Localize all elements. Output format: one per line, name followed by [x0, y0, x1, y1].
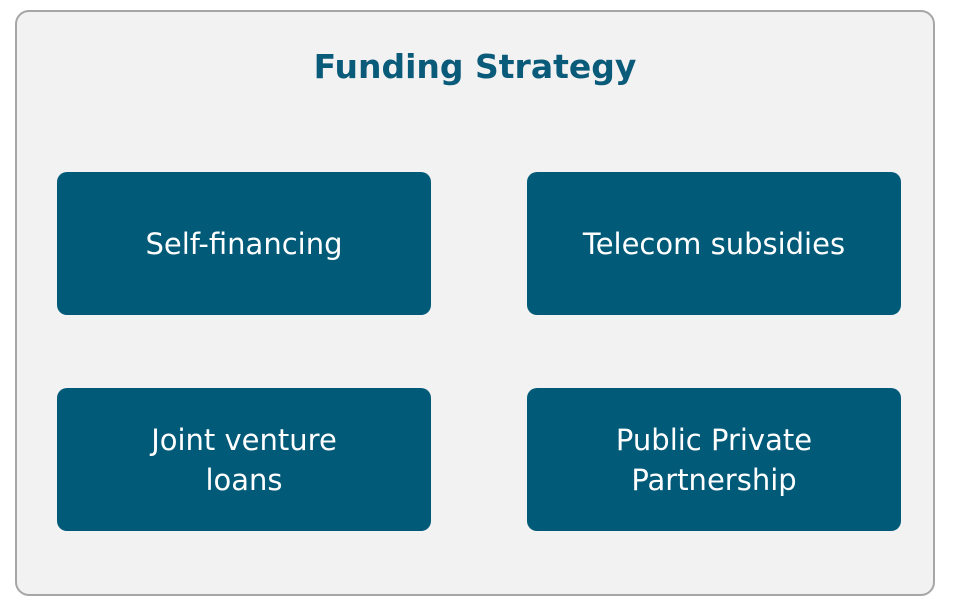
diagram-title: Funding Strategy [313, 47, 637, 86]
strategy-label: Public Private Partnership [615, 422, 813, 497]
strategy-box-self-financing: Self-financing [57, 172, 431, 315]
strategy-label: Self-financing [145, 226, 343, 261]
strategy-box-joint-venture-loans: Joint venture loans [57, 388, 431, 531]
strategy-label: Telecom subsidies [582, 226, 846, 261]
strategy-box-public-private-partnership: Public Private Partnership [527, 388, 901, 531]
strategy-label: Joint venture loans [151, 422, 337, 497]
strategy-box-telecom-subsidies: Telecom subsidies [527, 172, 901, 315]
funding-strategy-panel: Funding Strategy Self-financing Telecom … [15, 10, 935, 596]
